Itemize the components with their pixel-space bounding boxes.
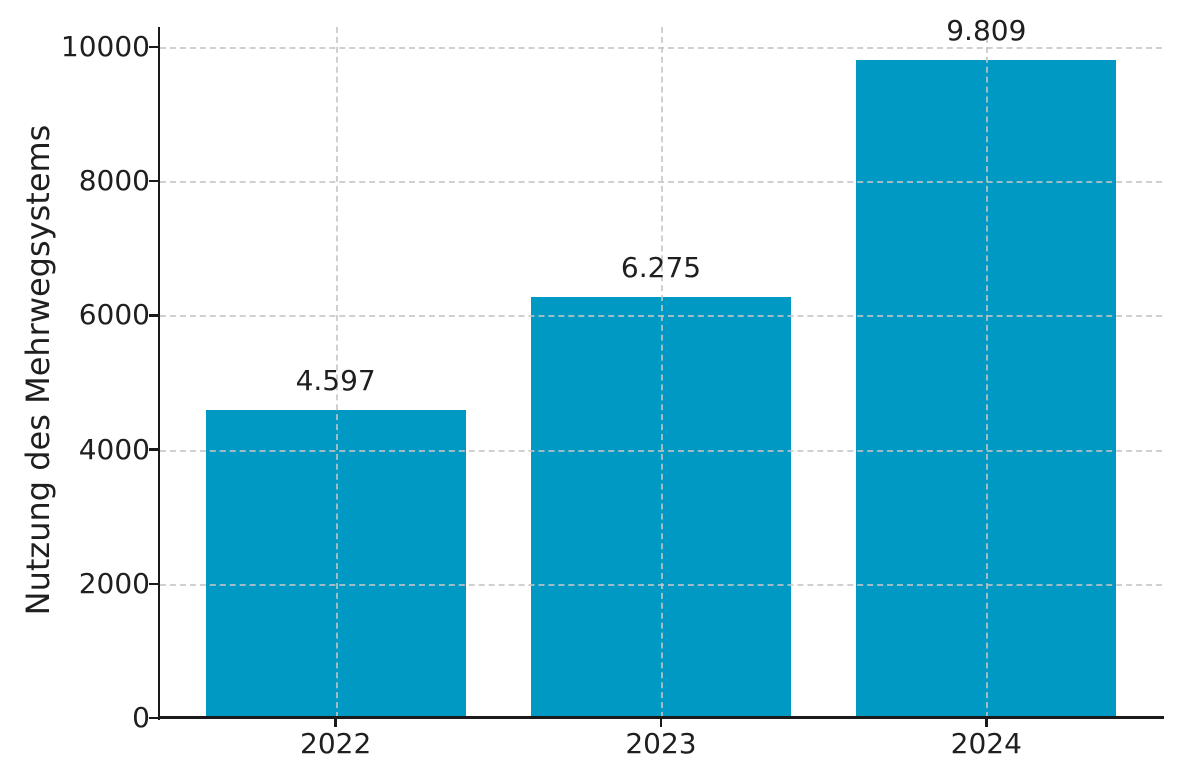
y-tick-label: 0 xyxy=(132,701,150,734)
bar-value-label: 9.809 xyxy=(946,13,1027,47)
plot-area: 4.597 6.275 9.809 xyxy=(160,14,1162,718)
y-tick-label: 2000 xyxy=(78,566,150,600)
x-tick-label: 2022 xyxy=(300,727,372,760)
y-tick-mark xyxy=(149,180,158,183)
y-tick-mark xyxy=(149,314,158,317)
y-tick-label: 10000 xyxy=(60,30,150,64)
x-tick-mark xyxy=(659,718,663,727)
x-tick-mark xyxy=(334,718,337,727)
y-tick-mark xyxy=(149,582,158,586)
x-tick-mark xyxy=(985,718,988,727)
y-tick-label: 8000 xyxy=(78,164,150,198)
x-tick-label: 2023 xyxy=(625,727,697,760)
bar-2023 xyxy=(530,297,792,718)
y-tick-label: 4000 xyxy=(78,432,150,466)
y-tick-mark xyxy=(149,448,158,451)
y-axis-spine xyxy=(158,27,161,720)
bar-value-label: 4.597 xyxy=(295,363,376,397)
x-tick-label: 2024 xyxy=(950,727,1022,760)
y-tick-mark xyxy=(149,716,158,720)
bar-2024 xyxy=(856,59,1117,718)
bar-value-label: 6.275 xyxy=(620,251,702,285)
bars-layer xyxy=(160,27,1162,718)
y-tick-mark xyxy=(149,45,158,49)
y-tick-label: 6000 xyxy=(78,298,150,332)
bar-2022 xyxy=(205,409,466,718)
